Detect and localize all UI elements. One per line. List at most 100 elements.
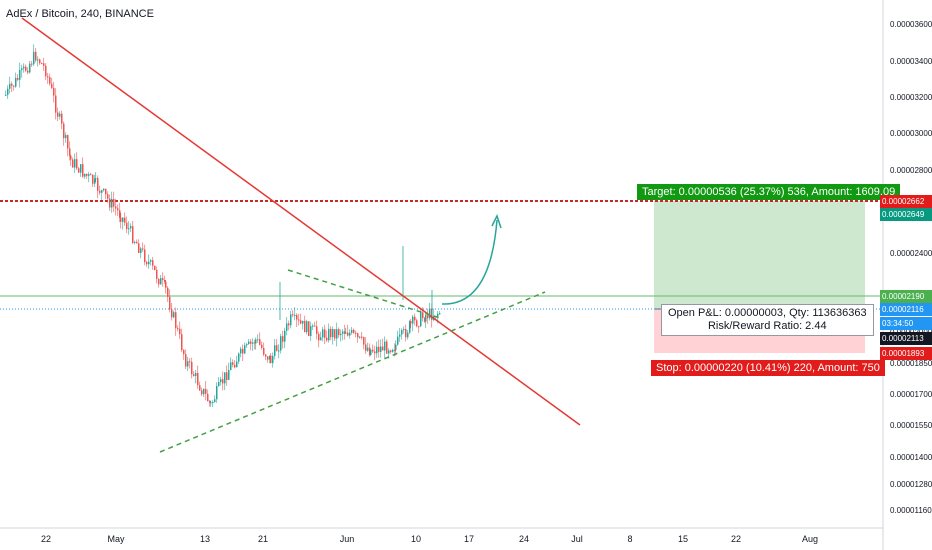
candle <box>63 123 65 139</box>
candle <box>246 344 248 346</box>
candle <box>27 70 29 73</box>
price-tick-label: 0.00003000 <box>890 129 932 138</box>
candle <box>152 260 154 266</box>
candle <box>7 88 9 95</box>
candle <box>228 369 230 380</box>
candle <box>267 356 269 360</box>
candle <box>120 217 122 222</box>
arrow-head-icon <box>491 214 502 229</box>
candle <box>328 328 330 341</box>
candle <box>254 342 256 344</box>
candle <box>138 243 140 253</box>
candle <box>399 334 401 337</box>
candle <box>160 278 162 285</box>
candle <box>88 174 90 176</box>
candle <box>412 316 414 324</box>
candle <box>282 336 284 342</box>
candle <box>97 178 99 191</box>
candle <box>76 159 78 169</box>
candle <box>248 341 250 345</box>
candle <box>290 314 292 326</box>
pnl-label: Open P&L: 0.00000003, Qty: 113636363 Ris… <box>661 304 874 336</box>
candle <box>286 323 288 331</box>
candle <box>276 345 278 351</box>
candle <box>405 329 407 338</box>
candle <box>95 178 97 180</box>
price-tick-label: 0.00003200 <box>890 93 932 102</box>
candle <box>80 164 82 173</box>
candle <box>296 315 298 320</box>
candle <box>261 344 263 348</box>
candle <box>65 135 67 139</box>
candle <box>41 63 43 65</box>
candle <box>439 313 441 315</box>
target-zone[interactable] <box>654 201 865 309</box>
candle <box>5 94 7 96</box>
candle <box>395 344 397 351</box>
price-badge: 0.00002662 <box>880 195 932 208</box>
candle <box>214 399 216 402</box>
price-tick-label: 0.00001850 <box>890 359 932 368</box>
price-tick-label: 0.00003600 <box>890 20 932 29</box>
candle <box>107 194 109 199</box>
time-tick-label: 17 <box>463 534 475 544</box>
candle <box>288 323 290 326</box>
candle <box>255 339 257 344</box>
candle <box>148 261 150 265</box>
downtrend-line[interactable] <box>21 17 581 426</box>
candle <box>222 379 224 384</box>
candle <box>380 346 382 352</box>
candle <box>156 270 158 279</box>
candle <box>355 332 357 334</box>
candle <box>218 382 220 387</box>
candle <box>236 361 238 368</box>
candle <box>425 315 427 322</box>
candle <box>310 326 312 336</box>
candle <box>19 70 21 80</box>
pnl-line-2: Risk/Reward Ratio: 2.44 <box>707 320 827 332</box>
candle <box>144 249 146 263</box>
candle <box>15 77 17 87</box>
candle <box>294 315 296 317</box>
candle <box>49 77 51 84</box>
candle <box>320 337 322 341</box>
candle <box>158 278 160 285</box>
candle <box>37 59 39 61</box>
candle <box>9 83 11 89</box>
candle <box>33 51 35 65</box>
candle <box>78 168 80 173</box>
candle <box>292 314 294 316</box>
candle <box>212 401 214 403</box>
price-tick-label: 0.00001700 <box>890 390 932 399</box>
candle <box>210 402 212 404</box>
candle <box>257 339 259 341</box>
candle <box>150 260 152 262</box>
candle <box>72 159 74 168</box>
candle <box>418 326 420 328</box>
candle <box>47 76 49 78</box>
candle <box>45 65 47 77</box>
candle <box>130 226 132 229</box>
uptrend-support-line[interactable] <box>159 291 546 453</box>
projection-arrow[interactable] <box>441 219 498 305</box>
target-label: Target: 0.00000536 (25.37%) 536, Amount:… <box>637 184 901 200</box>
candle <box>232 362 234 365</box>
candle <box>340 333 342 336</box>
candle <box>414 316 416 321</box>
candle <box>140 248 142 253</box>
candle <box>136 241 138 244</box>
candle <box>308 321 310 336</box>
candle <box>230 362 232 370</box>
candle <box>386 341 388 354</box>
triangle-top-line[interactable] <box>287 269 441 319</box>
candle <box>74 159 76 168</box>
candle <box>94 178 96 184</box>
candle <box>69 148 71 156</box>
candle <box>338 329 340 336</box>
candle <box>183 350 185 355</box>
candle <box>357 333 359 338</box>
price-tick-label: 0.00001160 <box>890 506 932 515</box>
candle <box>23 66 25 69</box>
time-tick-label: 15 <box>677 534 689 544</box>
